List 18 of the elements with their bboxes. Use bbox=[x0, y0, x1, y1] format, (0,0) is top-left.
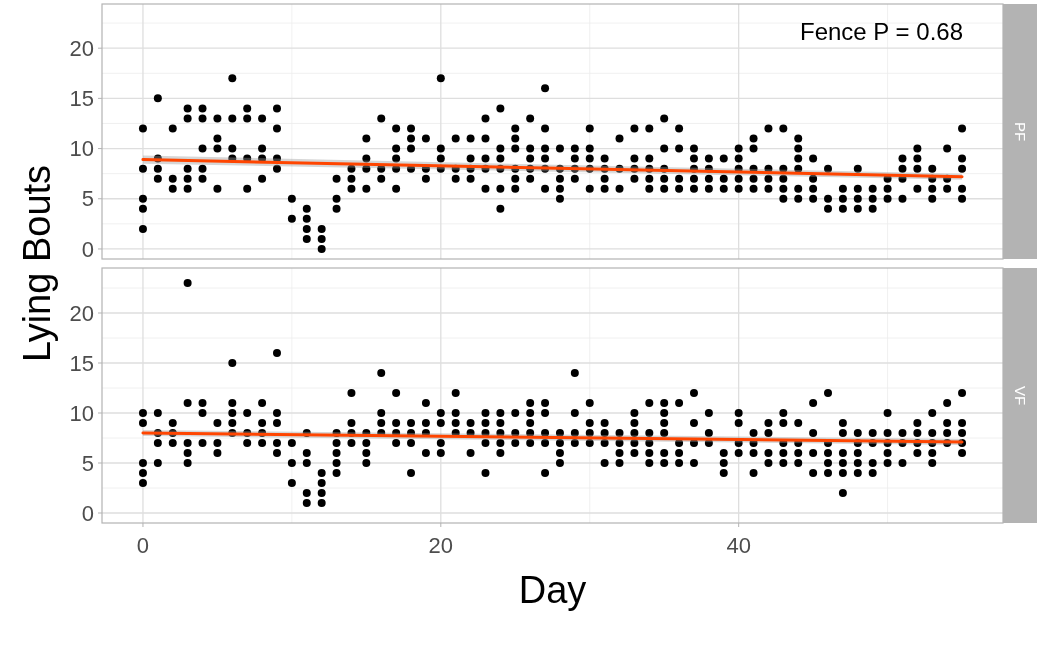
y-tick-label: 5 bbox=[81, 186, 94, 212]
text: PF bbox=[1011, 121, 1029, 142]
y-tick-label: 15 bbox=[69, 350, 94, 376]
x-tick-label: 40 bbox=[726, 533, 751, 558]
x-axis-title: Day bbox=[518, 569, 587, 611]
y-tick-label: 10 bbox=[69, 136, 94, 162]
y-tick-label: 10 bbox=[69, 400, 94, 426]
x-tick-label: 20 bbox=[428, 533, 454, 558]
y-tick-label: 20 bbox=[69, 35, 94, 61]
y-tick-label: 15 bbox=[69, 86, 94, 112]
y-tick-label: 0 bbox=[81, 500, 94, 526]
text: VF bbox=[1011, 385, 1029, 406]
annotation: Fence P = 0.68 bbox=[799, 18, 963, 45]
y-tick-label: 20 bbox=[69, 300, 94, 326]
y-tick-label: 0 bbox=[81, 236, 94, 262]
x-tick-label: 0 bbox=[136, 533, 150, 558]
y-tick-label: 5 bbox=[81, 450, 94, 476]
y-axis-title: Lying Bouts bbox=[16, 164, 58, 363]
